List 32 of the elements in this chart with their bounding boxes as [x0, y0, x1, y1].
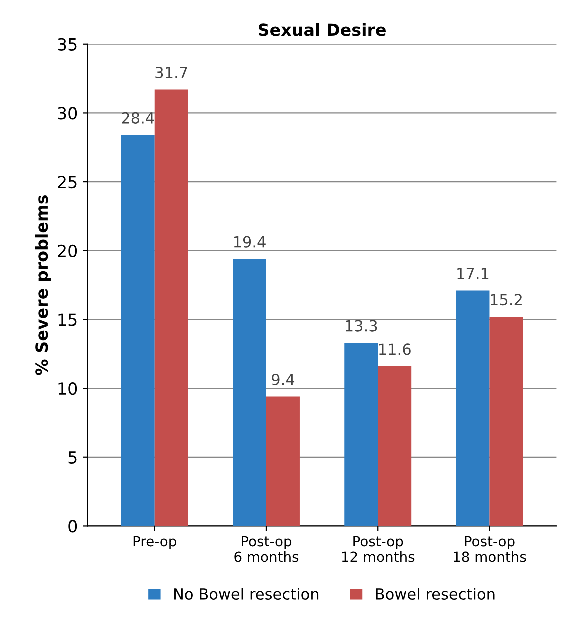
legend-label: Bowel resection — [376, 588, 495, 600]
y-tick-label: 35 — [58, 38, 77, 51]
legend-label: No Bowel resection — [174, 588, 319, 600]
bar — [154, 90, 188, 526]
data-label: 19.4 — [234, 236, 266, 248]
y-tick-label: 20 — [58, 244, 78, 258]
chart-title: Sexual Desire — [259, 23, 386, 36]
bar — [456, 290, 490, 526]
bar — [490, 316, 524, 526]
x-tick-label: Post-op 12 months — [342, 536, 415, 562]
y-tick-label: 10 — [58, 382, 78, 396]
bar — [378, 366, 412, 526]
y-tick-label: 15 — [58, 314, 77, 326]
bar — [344, 343, 378, 526]
y-axis-title: % Severe problems — [35, 196, 52, 376]
x-tick-label: Pre-op — [134, 536, 176, 550]
data-label: 11.6 — [380, 344, 411, 356]
y-tick-label: 5 — [68, 452, 77, 464]
data-label: 9.4 — [272, 374, 295, 386]
x-tick-label: Post-op 6 months — [234, 536, 299, 562]
y-tick-label: 0 — [68, 520, 78, 533]
bar — [121, 135, 155, 526]
y-tick-label: 30 — [58, 107, 78, 120]
data-label: 13.3 — [346, 320, 378, 332]
bar — [233, 259, 266, 526]
y-tick-label: 25 — [58, 176, 77, 189]
data-label: 28.4 — [122, 112, 154, 124]
data-label: 17.1 — [458, 268, 489, 280]
x-tick-label: Post-op 18 months — [454, 536, 526, 562]
data-label: 31.7 — [156, 66, 188, 79]
data-label: 15.2 — [491, 294, 522, 306]
bar — [266, 396, 300, 526]
